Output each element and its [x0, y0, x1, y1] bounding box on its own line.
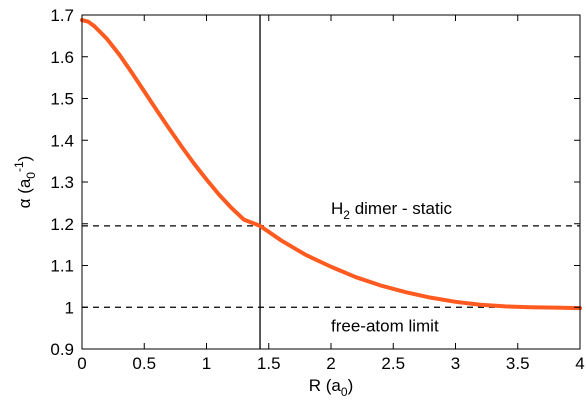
plot-frame: [81, 14, 581, 350]
y-tick-label: 1.6: [50, 48, 74, 67]
y-tick-label: 1.3: [50, 173, 74, 192]
x-tick-label: 2: [326, 354, 335, 373]
y-axis-title: α (a0-1): [12, 156, 38, 209]
x-tick-label: 2.5: [381, 354, 405, 373]
x-tick-label: 1: [202, 354, 211, 373]
y-tick-label: 1.4: [50, 131, 74, 150]
y-tick-label: 1.7: [50, 6, 74, 25]
x-tick-label: 4: [575, 354, 584, 373]
x-tick-label: 0: [77, 354, 86, 373]
x-tick-label: 1.5: [257, 354, 281, 373]
h2-dimer-static-label: H2 dimer - static: [331, 199, 452, 222]
y-tick-label: 1.1: [50, 257, 74, 276]
y-tick-label: 1: [65, 298, 74, 317]
alpha-curve-line: [80, 18, 582, 311]
free-atom-limit-label: free-atom limit: [331, 316, 439, 335]
axis-ticks: 0 0.5 1 1.5 2 2.5 3 3.5 4 0.9 1 1.1 1.2 1.3 1.4 1.5 1.6 1…: [50, 6, 584, 373]
reference-lines: [82, 15, 580, 349]
x-tick-label: 3.5: [506, 354, 530, 373]
y-tick-label: 1.2: [50, 215, 74, 234]
x-tick-label: 3: [451, 354, 460, 373]
x-axis-title: R (a0): [309, 376, 353, 399]
x-tick-label: 0.5: [132, 354, 156, 373]
y-tick-label: 0.9: [50, 340, 74, 359]
y-tick-label: 1.5: [50, 90, 74, 109]
